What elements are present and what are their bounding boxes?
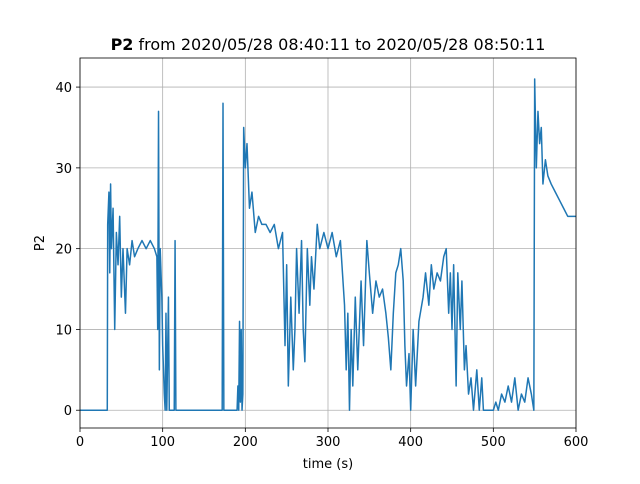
title-text: from 2020/05/28 08:40:11 to 2020/05/28 0… [139, 35, 546, 54]
x-tick-label: 100 [150, 435, 175, 450]
y-tick-label: 10 [55, 323, 72, 338]
x-tick-label: 300 [316, 435, 341, 450]
x-tick-label: 400 [398, 435, 423, 450]
data-line [80, 78, 576, 411]
y-tick-label: 0 [64, 404, 72, 419]
y-tick-label: 20 [55, 243, 72, 258]
x-axis-label: time (s) [303, 457, 353, 472]
x-tick-label: 200 [233, 435, 258, 450]
chart-title: P2 from 2020/05/28 08:40:11 to 2020/05/2… [111, 35, 546, 54]
y-tick-label: 30 [55, 162, 72, 177]
x-tick-label: 500 [481, 435, 506, 450]
title-bold: P2 [111, 35, 134, 54]
x-tick-label: 600 [564, 435, 589, 450]
plot-frame [79, 57, 577, 429]
y-tick-label: 40 [55, 81, 72, 96]
x-tick-label: 0 [76, 435, 84, 450]
y-axis-label: P2 [33, 235, 48, 251]
